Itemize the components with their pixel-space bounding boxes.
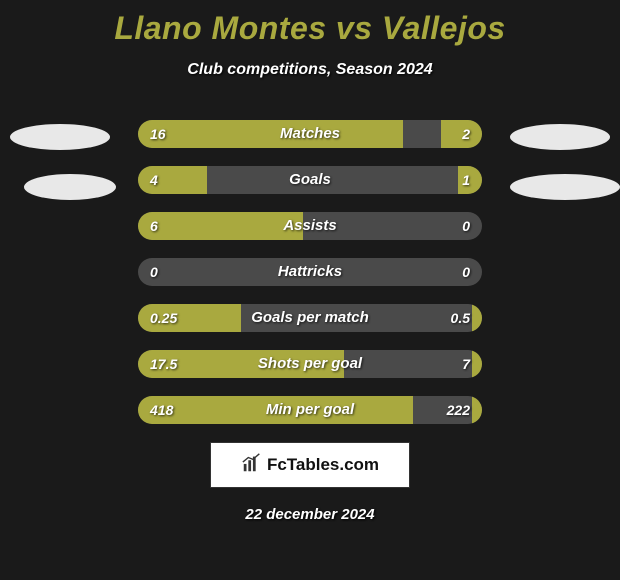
stat-label: Matches [138,120,482,148]
stat-row: 418222Min per goal [138,396,482,424]
stat-row: 00Hattricks [138,258,482,286]
brand-chart-icon [241,452,263,479]
page-title: Llano Montes vs Vallejos [0,0,620,47]
date-label: 22 december 2024 [0,506,620,523]
stat-label: Assists [138,212,482,240]
stat-row: 41Goals [138,166,482,194]
brand-box[interactable]: FcTables.com [210,442,410,488]
comparison-chart: 162Matches 41Goals 60Assists 00Hattricks 0.2… [0,120,620,523]
stat-label: Goals per match [138,304,482,332]
stat-row: 60Assists [138,212,482,240]
stat-label: Shots per goal [138,350,482,378]
brand-label: FcTables.com [267,455,379,475]
stat-row: 162Matches [138,120,482,148]
stat-row: 0.250.5Goals per match [138,304,482,332]
stat-label: Goals [138,166,482,194]
stat-row: 17.57Shots per goal [138,350,482,378]
subtitle: Club competitions, Season 2024 [0,61,620,79]
stat-label: Min per goal [138,396,482,424]
stat-label: Hattricks [138,258,482,286]
